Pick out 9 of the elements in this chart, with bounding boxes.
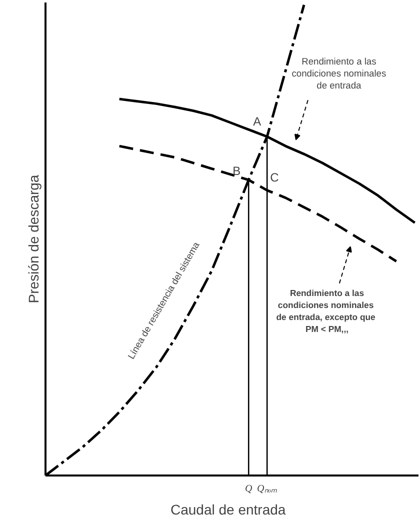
annotation: Rendimiento a las condiciones nominales de entrada xyxy=(292,56,386,91)
x-tick-label: Qₙₒₘ xyxy=(257,484,278,494)
y-axis-title: Presión de descarga xyxy=(26,174,42,304)
annotation: C xyxy=(270,170,280,184)
annotation: B xyxy=(232,164,241,178)
annotation: Rendimiento a las condiciones nominales de entrada, excepto que PM < PM,,, xyxy=(276,288,376,334)
annotation: A xyxy=(253,114,262,129)
x-tick-label: Q xyxy=(245,484,254,494)
x-axis-title: Caudal de entrada xyxy=(170,502,286,518)
